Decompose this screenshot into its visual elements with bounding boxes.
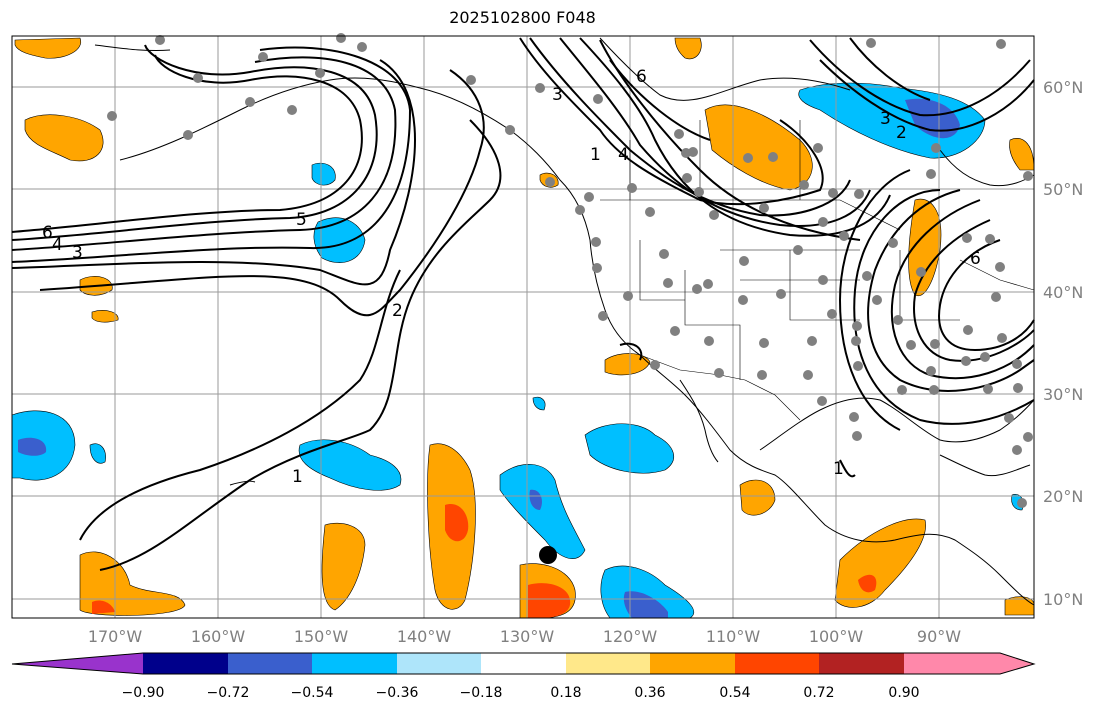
colorbar-tick-label: −0.90	[122, 685, 165, 701]
marker-dot	[539, 546, 557, 564]
colorbar-tick-label: −0.36	[376, 685, 419, 701]
colorbar-segment	[481, 653, 566, 674]
contour-label-3-east: 3	[880, 109, 891, 129]
contour-label-3-north: 3	[552, 85, 563, 105]
lon-label: 170°W	[88, 627, 143, 646]
colorbar-tick-label: 0.90	[888, 685, 919, 701]
contour-label-2: 2	[392, 301, 403, 321]
contour-label-5: 5	[296, 210, 307, 230]
lon-label: 90°W	[917, 627, 961, 646]
contour-label-6: 6	[42, 223, 53, 243]
colorbar-tick-label: 0.18	[550, 685, 581, 701]
colorbar-tick-label: 0.36	[634, 685, 665, 701]
colorbar-tick-label: 0.72	[803, 685, 834, 701]
colorbar-tick-label: −0.54	[291, 685, 334, 701]
lon-label: 110°W	[706, 627, 761, 646]
plot-frame	[11, 35, 1035, 619]
lon-label: 150°W	[294, 627, 349, 646]
colorbar-segment	[12, 653, 143, 674]
contour-label-2-east: 2	[896, 123, 907, 143]
lat-label: 10°N	[1043, 590, 1083, 609]
colorbar-segment	[397, 653, 481, 674]
contour-label-1-south: 1	[833, 459, 844, 479]
lat-label: 50°N	[1043, 180, 1083, 199]
contour-label-4-west: 4	[618, 145, 629, 165]
colorbar-segments	[12, 653, 1034, 674]
colorbar-segment	[143, 653, 228, 674]
contour-label-6-east: 6	[970, 249, 981, 269]
longitude-labels: 170°W 160°W 150°W 140°W 130°W 120°W 110°…	[88, 627, 961, 646]
coastlines	[94, 37, 1035, 606]
contour-label-1: 1	[292, 467, 303, 487]
lat-label: 20°N	[1043, 487, 1083, 506]
contour-labels: 6 4 3 5 2 1 3 6 3 2 1 1 4 6	[42, 67, 981, 487]
map-title: 2025102800 F048	[449, 8, 596, 27]
contour-label-6-north: 6	[636, 67, 647, 87]
graticule	[12, 36, 1034, 618]
contour-label-4: 4	[52, 235, 63, 255]
colorbar-segment	[650, 653, 735, 674]
colorbar-segment	[228, 653, 312, 674]
station-dots	[107, 33, 1033, 508]
colorbar-segment	[566, 653, 650, 674]
colorbar-segment	[312, 653, 397, 674]
contour-label-3: 3	[72, 243, 83, 263]
shaded-fields	[11, 37, 1035, 619]
colorbar-tick-label: −0.18	[460, 685, 503, 701]
colorbar-segment	[904, 653, 1034, 674]
lon-label: 130°W	[500, 627, 555, 646]
lat-label: 40°N	[1043, 283, 1083, 302]
colorbar-segment	[735, 653, 819, 674]
lon-label: 160°W	[191, 627, 246, 646]
colorbar-segment	[819, 653, 904, 674]
latitude-labels: 60°N 50°N 40°N 30°N 20°N 10°N	[1043, 78, 1083, 609]
lat-label: 60°N	[1043, 78, 1083, 97]
colorbar-labels: −0.90 −0.72 −0.54 −0.36 −0.18 0.18 0.36 …	[122, 685, 920, 701]
borders	[600, 120, 1035, 421]
lat-label: 30°N	[1043, 385, 1083, 404]
colorbar-tick-label: 0.54	[719, 685, 750, 701]
colorbar-outline	[11, 652, 1036, 675]
contour-label-1-west: 1	[590, 145, 601, 165]
colorbar-tick-label: −0.72	[207, 685, 250, 701]
height-contours	[11, 37, 1035, 571]
lon-label: 100°W	[809, 627, 864, 646]
colorbar: −0.90 −0.72 −0.54 −0.36 −0.18 0.18 0.36 …	[11, 652, 1036, 701]
lon-label: 120°W	[603, 627, 658, 646]
lon-label: 140°W	[397, 627, 452, 646]
